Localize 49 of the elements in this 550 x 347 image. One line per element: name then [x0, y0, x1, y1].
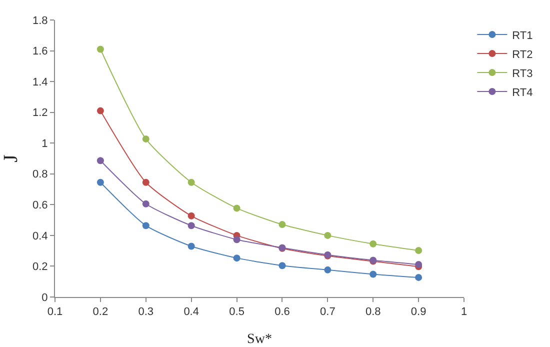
x-tick-label: 0.5	[229, 306, 244, 318]
point	[142, 135, 150, 142]
x-tick-label: 0.3	[138, 306, 154, 318]
point	[96, 157, 104, 164]
legend-label: RT4	[512, 86, 533, 99]
y-tick-label: 1.6	[32, 46, 48, 58]
point	[96, 107, 104, 114]
point	[415, 247, 422, 254]
x-axis-title: Sw*	[247, 332, 272, 347]
y-tick-label: 0	[42, 292, 48, 304]
point	[278, 221, 286, 228]
x-tick-label: 0.8	[365, 306, 381, 318]
x-tick-label: 0.1	[47, 306, 63, 318]
point	[188, 178, 195, 186]
point	[188, 222, 195, 230]
point	[142, 200, 150, 208]
y-tick-label: 1.2	[32, 107, 48, 120]
y-tick-label: 1.4	[32, 76, 48, 88]
point	[233, 204, 240, 212]
x-tick-label: 0.6	[274, 306, 290, 318]
y-tick-label: 0.8	[32, 168, 48, 181]
y-tick-label: 1	[42, 138, 48, 150]
point	[96, 178, 104, 186]
point	[188, 242, 195, 250]
point	[324, 266, 332, 274]
point	[142, 178, 150, 186]
point	[142, 222, 150, 230]
y-tick-label: 1.8	[32, 14, 48, 27]
legend-label: RT2	[512, 48, 533, 61]
y-tick-label: 0.4	[32, 230, 48, 242]
x-tick-label: 1	[460, 306, 468, 318]
point	[370, 270, 377, 278]
point	[96, 46, 104, 53]
point	[370, 240, 377, 248]
point	[233, 254, 240, 262]
x-tick-label: 0.2	[92, 306, 108, 318]
x-tick-label: 0.7	[320, 306, 336, 318]
y-tick-label: 0.2	[32, 261, 48, 274]
point	[415, 274, 422, 281]
y-tick-label: 0.6	[32, 200, 48, 212]
point	[188, 212, 195, 220]
y-axis-title: J	[0, 154, 22, 162]
point	[278, 262, 286, 270]
x-tick-label: 0.4	[184, 306, 199, 318]
point	[324, 232, 332, 239]
point	[233, 236, 240, 244]
x-tick-label: 0.9	[410, 306, 426, 318]
legend-label: RT3	[512, 68, 533, 80]
legend-label: RT1	[512, 30, 533, 42]
